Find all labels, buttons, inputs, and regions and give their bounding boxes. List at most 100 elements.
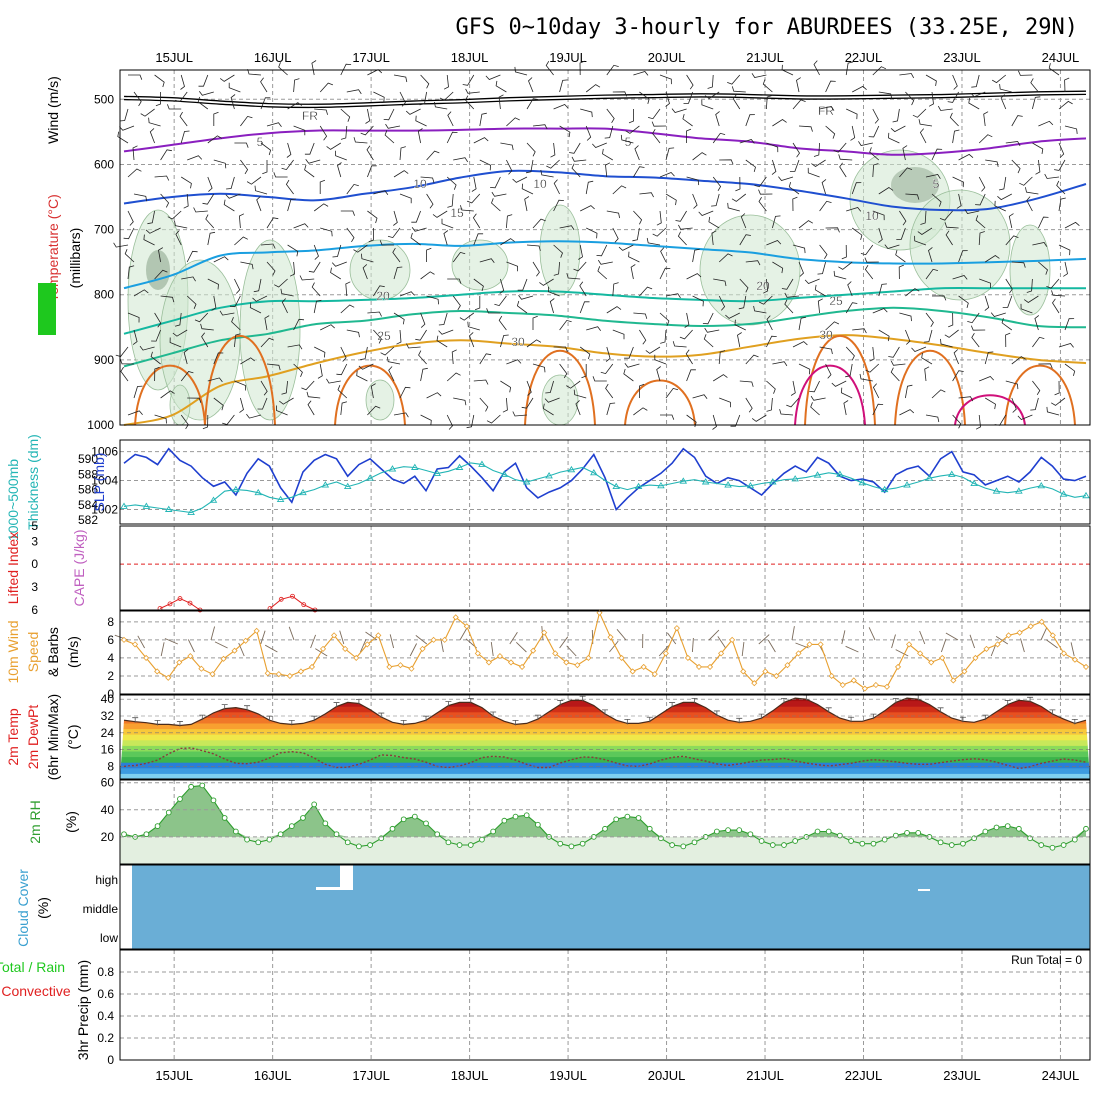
rh-point	[344, 839, 351, 846]
wind-barb	[624, 346, 634, 359]
wind-barb	[127, 410, 143, 416]
wind-barb	[905, 288, 920, 297]
temp-minmax-marker	[959, 716, 966, 723]
wind-barb	[712, 374, 728, 382]
thickness-point	[657, 481, 665, 489]
wind10-point	[950, 677, 957, 684]
temp-frame	[119, 694, 1091, 780]
wind-barb	[256, 196, 262, 212]
thickness-point	[545, 472, 553, 479]
wind10-point	[275, 671, 282, 678]
precip-legend-label: Convective	[1, 983, 70, 999]
thickness-point	[187, 508, 195, 515]
wind-barb	[549, 298, 555, 314]
lifted-point	[301, 602, 307, 608]
cloud-ylabel: (%)	[35, 897, 51, 919]
wind-barb	[814, 284, 826, 297]
wind-barb	[762, 79, 773, 93]
rh-point	[792, 838, 799, 844]
thickness-tick: 588	[78, 467, 98, 481]
slp-frame	[119, 439, 1091, 525]
wind-barb	[370, 383, 376, 399]
wind-barb	[393, 266, 403, 280]
dewpoint-line	[123, 747, 1087, 770]
pressure-tick: 800	[94, 288, 114, 302]
wind10-point	[917, 650, 924, 657]
wind-barb	[546, 159, 560, 169]
wind-tick: 6	[107, 633, 114, 647]
temp-minmax-marker	[154, 720, 161, 726]
wind-barb	[718, 350, 726, 365]
run-total-label: Run Total = 0	[1011, 953, 1082, 967]
isotherm-label: 25	[377, 329, 391, 343]
wind-barb	[732, 94, 741, 110]
wind-tick: 2	[107, 669, 114, 683]
wind-barb	[1011, 261, 1026, 268]
thickness-point	[209, 496, 218, 503]
wind-barb	[553, 104, 569, 110]
thickness-point	[701, 478, 710, 485]
wind-barb	[628, 108, 635, 124]
temp-minmax-marker	[512, 720, 519, 726]
date-label-top: 21JUL	[746, 50, 784, 65]
wind-barb	[287, 344, 303, 350]
isotherm-label: FR	[818, 104, 834, 118]
wind-barb	[920, 210, 927, 225]
wind-barb	[465, 88, 480, 94]
rh-point	[825, 828, 832, 835]
wind-barb	[432, 210, 448, 218]
wind-barb	[872, 383, 880, 399]
wind-barb	[878, 227, 883, 243]
wind-barb	[784, 292, 800, 298]
wind-barb	[180, 371, 194, 382]
wind-barb	[115, 346, 129, 357]
wind-barb-10m	[868, 627, 876, 641]
wind-barb-10m	[1040, 627, 1048, 641]
wind-barb	[620, 134, 634, 144]
isotherm-label: 25	[829, 294, 843, 308]
wind-barb	[187, 397, 202, 404]
thickness-point	[724, 481, 732, 488]
thickness-point	[343, 482, 352, 490]
wind-barb-10m	[717, 636, 726, 649]
isotherm-15	[123, 240, 1087, 290]
wind-barb	[353, 137, 368, 144]
wind-barb	[1032, 96, 1041, 110]
temp-minmax-marker	[579, 695, 586, 702]
wind-barb	[500, 380, 512, 393]
wind-barb	[978, 134, 993, 144]
wind-barb	[665, 387, 679, 399]
wind10-point	[364, 641, 371, 648]
wind-barb	[213, 397, 224, 411]
wind-barb	[346, 227, 355, 243]
wind-barb	[784, 299, 794, 314]
wind10-point	[552, 650, 559, 657]
wind-barb	[569, 142, 581, 154]
wind-barb	[905, 384, 913, 399]
rh-point	[367, 842, 373, 848]
wind-barb	[180, 176, 192, 189]
wind-barb	[466, 193, 481, 204]
wind-barb	[172, 329, 188, 337]
wind-barb	[124, 249, 135, 263]
wind-barb	[586, 326, 602, 331]
date-label-top: 18JUL	[451, 50, 489, 65]
wind-barb	[393, 210, 398, 226]
rh-point	[948, 842, 955, 848]
rh-shade	[541, 374, 579, 426]
wind-barb	[340, 63, 352, 76]
wind10-point	[242, 637, 249, 644]
wind-barb-10m	[566, 645, 577, 657]
wind-barb	[451, 349, 457, 365]
wind-barb	[194, 312, 209, 323]
wind-barb	[521, 183, 534, 195]
wind-barb	[498, 315, 507, 331]
wind-barb	[373, 285, 385, 297]
wind-barb	[579, 281, 587, 297]
wind10-point	[640, 663, 647, 671]
wind-barb	[499, 278, 505, 294]
lifted-tick: 3	[31, 534, 38, 548]
wind-barb	[446, 131, 458, 144]
wind-barb	[383, 108, 395, 121]
wind-barb-10m	[841, 630, 846, 645]
